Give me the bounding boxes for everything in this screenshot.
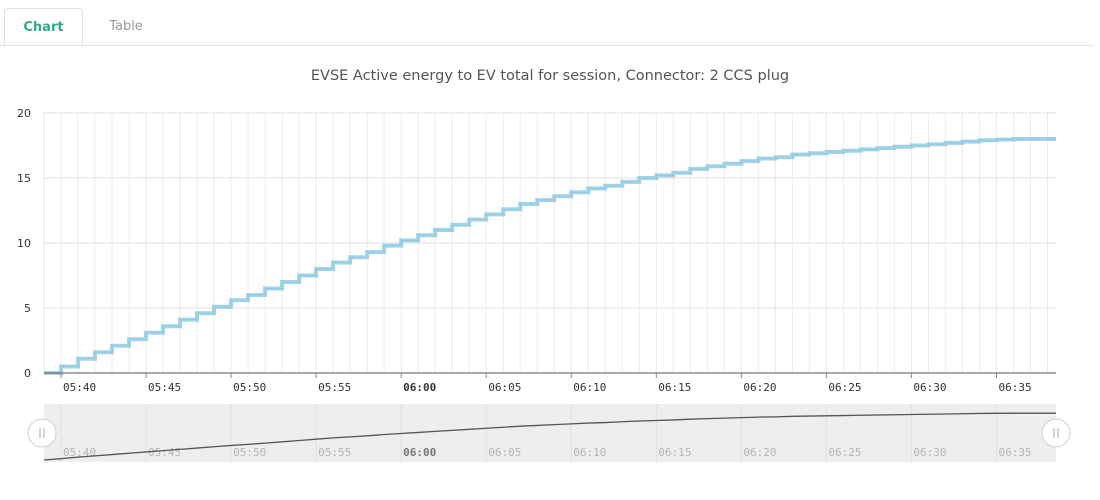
x-tick-label: 05:50 bbox=[233, 381, 266, 394]
navigator-tick-label: 06:05 bbox=[488, 446, 521, 459]
navigator-left-handle[interactable] bbox=[27, 418, 57, 448]
y-tick-label: 10 bbox=[17, 237, 31, 250]
navigator-tick-label: 05:45 bbox=[148, 446, 181, 459]
y-tick-label: 20 bbox=[17, 107, 31, 120]
navigator-tick-label: 06:15 bbox=[658, 446, 691, 459]
navigator-series bbox=[43, 412, 1056, 461]
navigator-area[interactable] bbox=[44, 404, 1056, 462]
tab-chart[interactable]: Chart bbox=[4, 8, 83, 47]
navigator-tick-label: 05:50 bbox=[233, 446, 266, 459]
x-tick-label: 05:55 bbox=[318, 381, 351, 394]
navigator-tick-label: 06:35 bbox=[998, 446, 1031, 459]
drag-handle-icon[interactable] bbox=[1041, 418, 1071, 448]
y-tick-label: 0 bbox=[24, 367, 31, 380]
series-line-highlight bbox=[44, 138, 1056, 374]
tab-bar: Chart Table bbox=[0, 0, 1094, 47]
x-tick-label: 06:05 bbox=[488, 381, 521, 394]
navigator-tick-label: 06:10 bbox=[573, 446, 606, 459]
series-line bbox=[44, 138, 1056, 374]
chart-series bbox=[44, 137, 1056, 375]
x-tick-label: 06:30 bbox=[913, 381, 946, 394]
x-tick-label: 06:00 bbox=[403, 381, 436, 394]
x-tick-label: 06:20 bbox=[743, 381, 776, 394]
navigator-tick-label: 05:55 bbox=[318, 446, 351, 459]
x-tick-label: 05:45 bbox=[148, 381, 181, 394]
chart-title: EVSE Active energy to EV total for sessi… bbox=[311, 68, 789, 84]
drag-handle-icon[interactable] bbox=[27, 418, 57, 448]
navigator-tick-label: 06:30 bbox=[913, 446, 946, 459]
navigator-tick-label: 06:25 bbox=[828, 446, 861, 459]
navigator-right-handle[interactable] bbox=[1041, 418, 1071, 448]
series-line-shadow bbox=[44, 137, 1056, 375]
y-axis-ticks: 0 5 10 15 20 bbox=[17, 107, 31, 380]
y-tick-label: 15 bbox=[17, 172, 31, 185]
x-tick-label: 06:10 bbox=[573, 381, 606, 394]
x-tick-label: 06:35 bbox=[998, 381, 1031, 394]
navigator-tick-label: 06:20 bbox=[743, 446, 776, 459]
x-tick-label: 06:15 bbox=[658, 381, 691, 394]
tab-table[interactable]: Table bbox=[109, 19, 143, 34]
y-tick-label: 5 bbox=[24, 302, 31, 315]
tab-bar-divider bbox=[0, 45, 1094, 46]
x-tick-label: 06:25 bbox=[828, 381, 861, 394]
x-axis-ticks: 05:40 05:45 05:50 05:55 06:00 06:05 06:10 06:15… bbox=[60, 373, 1032, 394]
navigator-tick-label: 06:00 bbox=[403, 446, 436, 459]
chart-grid-horizontal bbox=[44, 112, 1056, 309]
x-tick-label: 05:40 bbox=[63, 381, 96, 394]
